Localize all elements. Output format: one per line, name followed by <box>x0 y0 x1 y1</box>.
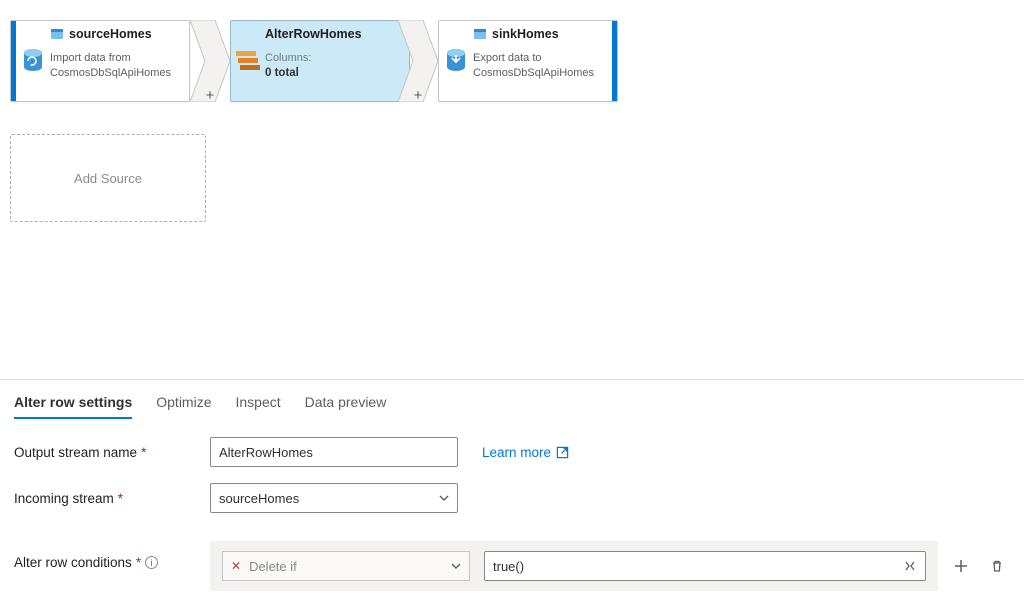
node-title: sinkHomes <box>473 27 602 41</box>
condition-type-select[interactable]: ✕ Delete if <box>222 551 470 581</box>
connector-arrow: + <box>398 20 438 102</box>
node-source[interactable]: sourceHomes Import data from CosmosDbSql… <box>10 20 190 102</box>
tab-settings[interactable]: Alter row settings <box>14 390 132 418</box>
condition-expression-input[interactable]: true() <box>484 551 926 581</box>
node-title: sourceHomes <box>50 27 179 41</box>
conditions-label: Alter row conditions* i <box>14 541 210 570</box>
chevron-down-icon <box>451 561 461 571</box>
tab-data-preview[interactable]: Data preview <box>305 390 387 418</box>
node-sink[interactable]: sinkHomes Export data to CosmosDbSqlApiH… <box>438 20 618 102</box>
node-description: Columns: 0 total <box>265 51 399 81</box>
external-link-icon <box>556 446 569 459</box>
add-step-button[interactable]: + <box>414 87 423 104</box>
output-stream-label: Output stream name* <box>14 445 210 460</box>
info-icon[interactable]: i <box>145 556 158 569</box>
tab-inspect[interactable]: Inspect <box>235 390 280 418</box>
delete-condition-button[interactable] <box>984 553 1010 579</box>
node-description: Import data from CosmosDbSqlApiHomes <box>50 51 179 81</box>
add-step-button[interactable]: + <box>206 87 215 104</box>
expression-builder-icon <box>903 559 917 573</box>
tabs: Alter row settings Optimize Inspect Data… <box>14 380 1010 419</box>
node-description: Export data to CosmosDbSqlApiHomes <box>473 51 602 81</box>
incoming-stream-select[interactable]: sourceHomes <box>210 483 458 513</box>
sink-icon <box>439 21 473 101</box>
chevron-down-icon <box>439 493 449 503</box>
add-condition-button[interactable] <box>948 553 974 579</box>
output-stream-input[interactable] <box>210 437 458 467</box>
add-source-button[interactable]: Add Source <box>10 134 206 222</box>
condition-row: ✕ Delete if true() <box>210 541 938 591</box>
source-icon <box>16 21 50 101</box>
properties-panel: Alter row settings Optimize Inspect Data… <box>0 380 1024 591</box>
dataflow-canvas[interactable]: sourceHomes Import data from CosmosDbSql… <box>0 0 1024 380</box>
connector-arrow: + <box>190 20 230 102</box>
node-alterrow[interactable]: AlterRowHomes Columns: 0 total <box>230 20 410 102</box>
learn-more-link[interactable]: Learn more <box>482 445 569 460</box>
tab-optimize[interactable]: Optimize <box>156 390 211 418</box>
node-title: AlterRowHomes <box>265 27 399 41</box>
delete-condition-icon: ✕ <box>231 559 241 573</box>
alterrow-icon <box>231 21 265 101</box>
incoming-stream-label: Incoming stream* <box>14 491 210 506</box>
node-edge-bar <box>612 21 617 101</box>
